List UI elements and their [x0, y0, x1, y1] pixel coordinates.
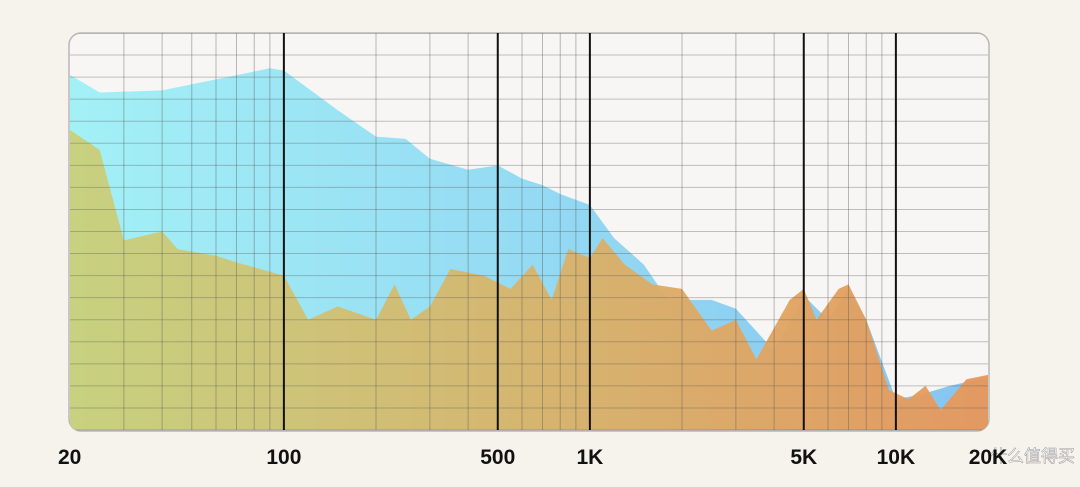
x-tick-label: 1K: [576, 446, 603, 469]
x-tick-label: 500: [480, 446, 515, 469]
x-tick-label: 100: [266, 446, 301, 469]
watermark: 什么值得买: [990, 447, 1075, 467]
x-tick-label: 20: [58, 446, 81, 469]
x-tick-label: 5K: [790, 446, 817, 469]
x-tick-label: 10K: [877, 446, 916, 469]
x-tick-label: 20K: [969, 446, 1008, 469]
area: [70, 130, 988, 431]
